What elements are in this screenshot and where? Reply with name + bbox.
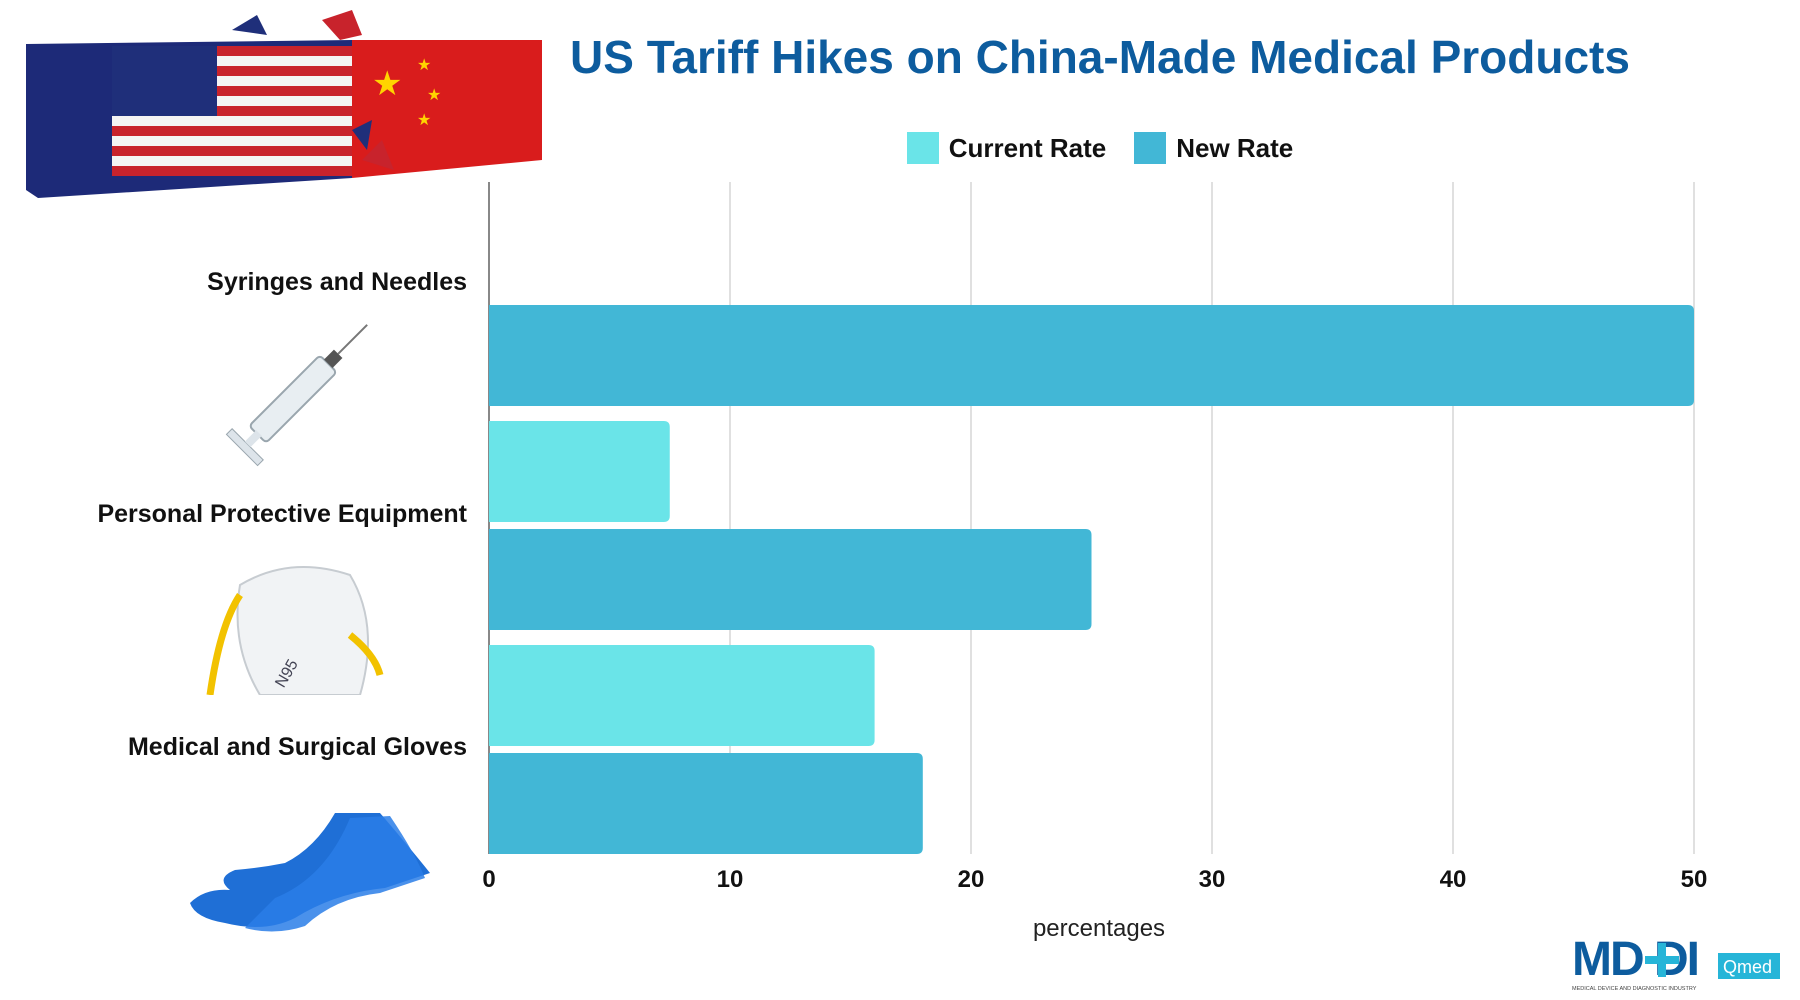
svg-text:★: ★ (417, 112, 431, 129)
gloves-image (190, 813, 430, 932)
x-tick-label: 10 (716, 866, 744, 893)
legend-swatch-new (1134, 132, 1167, 164)
svg-text:Qmed: Qmed (1723, 957, 1772, 977)
x-tick-label: 0 (482, 866, 496, 893)
x-tick-label: 20 (957, 866, 985, 893)
category-label-gloves: Medical and Surgical Gloves (127, 733, 467, 761)
syringe-image (225, 324, 368, 467)
legend-swatch-current (906, 132, 939, 164)
legend-label-current: Current Rate (948, 132, 1107, 163)
bar-new-2 (489, 753, 923, 854)
svg-text:★: ★ (372, 65, 402, 103)
category-label-syringes: Syringes and Needles (207, 268, 467, 296)
chart-title: US Tariff Hikes on China-Made Medical Pr… (570, 31, 1630, 83)
n95-mask-image: N95 (206, 566, 384, 695)
legend-item-current: Current Rate (906, 132, 1107, 164)
svg-text:MEDICAL DEVICE AND DIAGNOSTIC: MEDICAL DEVICE AND DIAGNOSTIC INDUSTRY (1572, 986, 1697, 992)
shipping-containers-image: ★ ★ ★ ★ (26, 10, 542, 198)
bar-new-1 (489, 529, 1092, 630)
x-tick-label: 40 (1439, 866, 1467, 893)
legend-item-new: New Rate (1134, 132, 1293, 164)
bar-current-2 (488, 645, 875, 746)
svg-text:★: ★ (427, 87, 441, 104)
legend: Current Rate New Rate (0, 132, 1800, 164)
svg-text:MD DI: MD DI (1572, 935, 1698, 986)
svg-text:★: ★ (417, 57, 431, 74)
bar-new-0 (489, 305, 1694, 406)
x-tick-label: 30 (1198, 866, 1226, 893)
category-label-ppe: Personal Protective Equipment (97, 500, 467, 528)
x-axis-label: percentages (1032, 915, 1166, 942)
x-tick-label: 50 (1680, 866, 1708, 893)
bar-current-1 (489, 421, 670, 522)
legend-label-new: New Rate (1176, 132, 1294, 163)
